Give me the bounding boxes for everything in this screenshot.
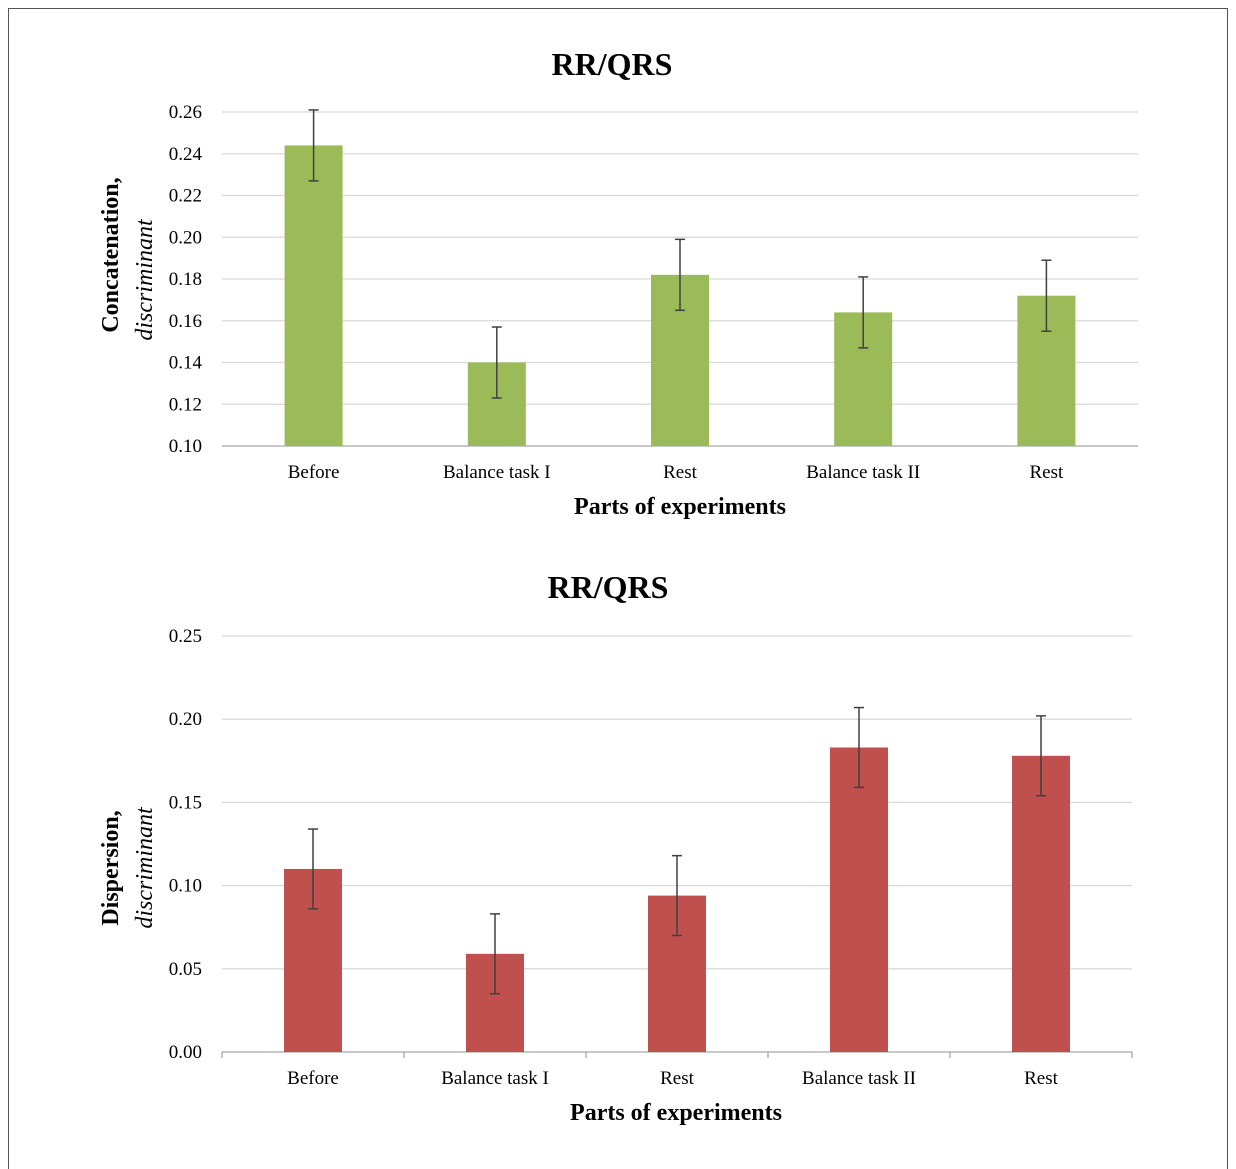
x-tick-label: Rest xyxy=(1030,462,1065,483)
y-tick-label: 0.05 xyxy=(169,959,202,980)
bar xyxy=(830,747,888,1052)
x-tick-label: Balance task II xyxy=(802,1068,916,1089)
chart-2-y-axis-title: Dispersion, xyxy=(98,810,124,925)
chart-1-error-bars xyxy=(308,109,1052,399)
y-tick-label: 0.10 xyxy=(169,876,202,897)
chart-1-x-axis-title: Parts of experiments xyxy=(574,494,786,520)
y-tick-label: 0.20 xyxy=(169,227,202,248)
y-tick-label: 0.15 xyxy=(169,792,202,813)
figure-frame xyxy=(8,8,1228,1169)
chart-1-bars xyxy=(284,145,1076,446)
y-tick-label: 0.24 xyxy=(169,144,203,165)
y-tick-label: 0.10 xyxy=(169,436,202,457)
chart-1-x-ticks: Before Balance task I Rest Balance task II R… xyxy=(288,462,1064,483)
x-tick-label: Balance task I xyxy=(443,462,551,483)
chart-2-x-ticks: Before Balance task I Rest Balance task II R… xyxy=(287,1068,1058,1089)
bar xyxy=(284,145,343,446)
x-tick-label: Before xyxy=(288,462,340,483)
y-tick-label: 0.16 xyxy=(169,311,202,332)
y-tick-label: 0.22 xyxy=(169,186,202,207)
chart-2-title: RR/QRS xyxy=(548,569,669,605)
y-tick-label: 0.25 xyxy=(169,626,202,647)
chart-2-gridlines xyxy=(221,635,1133,1058)
x-tick-label: Rest xyxy=(1024,1068,1059,1089)
x-tick-label: Balance task I xyxy=(441,1068,549,1089)
chart-1-y-axis-subtitle: discriminant xyxy=(132,218,158,341)
y-tick-label: 0.20 xyxy=(169,709,202,730)
figure-canvas: RR/QRS 0.100.120.140.160.180.200.220.240… xyxy=(98,46,1138,1126)
chart-concatenation: RR/QRS 0.100.120.140.160.180.200.220.240… xyxy=(98,46,1138,520)
chart-2-y-axis-subtitle: discriminant xyxy=(132,806,158,929)
chart-2-error-bars xyxy=(308,706,1046,995)
y-tick-label: 0.00 xyxy=(169,1042,202,1063)
y-tick-label: 0.12 xyxy=(169,394,202,415)
x-tick-label: Before xyxy=(287,1068,339,1089)
chart-1-y-axis-title: Concatenation, xyxy=(98,177,124,332)
x-tick-label: Balance task II xyxy=(806,462,920,483)
x-tick-label: Rest xyxy=(660,1068,695,1089)
chart-2-y-ticks: 0.00 0.05 0.10 0.15 0.20 0.25 xyxy=(169,626,202,1063)
chart-2-x-axis-title: Parts of experiments xyxy=(570,1100,782,1126)
y-tick-label: 0.14 xyxy=(169,353,203,374)
chart-dispersion: RR/QRS 0.00 0.05 0.10 0.15 0.20 0.25 Before Ba… xyxy=(98,569,1133,1126)
chart-1-title: RR/QRS xyxy=(552,46,673,82)
bar xyxy=(1012,755,1070,1052)
y-tick-label: 0.26 xyxy=(169,102,202,123)
chart-1-y-ticks: 0.10 0.12 0.14 0.16 0.18 0.20 0.22 0.24 0.26 xyxy=(169,102,203,457)
chart-2-bars xyxy=(284,747,1070,1052)
x-tick-label: Rest xyxy=(663,462,698,483)
y-tick-label: 0.18 xyxy=(169,269,202,290)
